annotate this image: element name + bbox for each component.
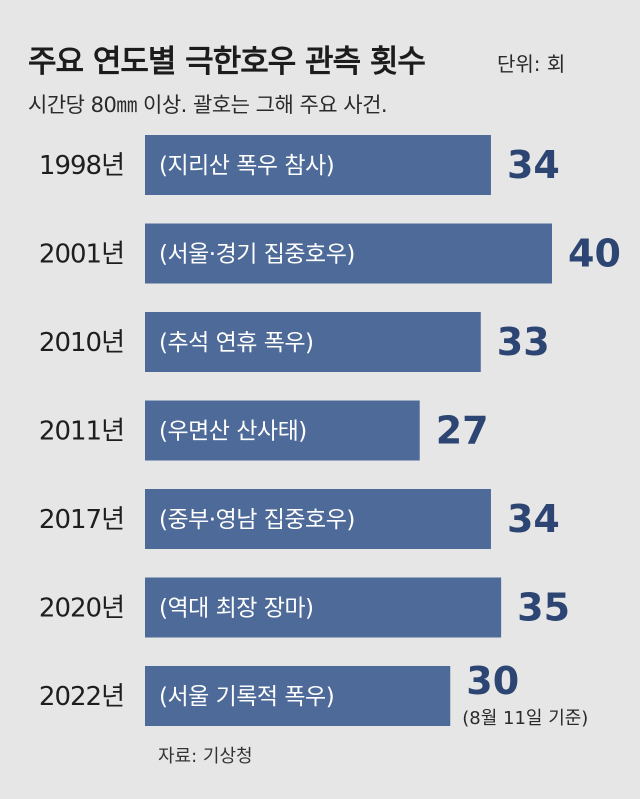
bar bbox=[145, 400, 420, 461]
unit-label: 단위: 회 bbox=[497, 52, 566, 76]
bar bbox=[145, 135, 491, 195]
data-label: 40 bbox=[568, 232, 621, 276]
category-label: 1998년 bbox=[39, 151, 124, 181]
bar bbox=[145, 312, 481, 372]
data-label: 33 bbox=[497, 320, 550, 364]
event-label: (서울·경기 집중호우) bbox=[159, 242, 355, 268]
bar bbox=[145, 489, 491, 549]
event-label: (추석 연휴 폭우) bbox=[159, 330, 314, 356]
category-label: 2022년 bbox=[39, 682, 124, 712]
category-label: 2001년 bbox=[39, 240, 124, 270]
data-label: 27 bbox=[436, 409, 489, 453]
bar bbox=[145, 223, 552, 284]
category-label: 2010년 bbox=[39, 328, 124, 358]
event-label: (우면산 산사태) bbox=[159, 419, 307, 445]
event-label: (지리산 폭우 참사) bbox=[159, 153, 334, 179]
annotation: (8월 11일 기준) bbox=[462, 708, 588, 729]
data-label: 34 bbox=[507, 143, 560, 187]
data-label: 35 bbox=[517, 586, 570, 630]
data-label: 30 bbox=[466, 659, 519, 703]
bar bbox=[145, 577, 502, 638]
chart-title: 주요 연도별 극한호우 관측 횟수 bbox=[28, 44, 426, 80]
bar bbox=[145, 666, 451, 726]
event-label: (중부·영남 집중호우) bbox=[159, 507, 355, 533]
chart-subtitle: 시간당 80㎜ 이상. 괄호는 그해 주요 사건. bbox=[28, 93, 388, 117]
source-note: 자료: 기상청 bbox=[158, 746, 253, 767]
category-label: 2017년 bbox=[39, 505, 124, 535]
data-label: 34 bbox=[507, 497, 560, 541]
event-label: (역대 최장 장마) bbox=[159, 596, 314, 622]
category-label: 2011년 bbox=[39, 417, 124, 447]
category-label: 2020년 bbox=[39, 594, 124, 624]
event-label: (서울 기록적 폭우) bbox=[159, 684, 334, 710]
